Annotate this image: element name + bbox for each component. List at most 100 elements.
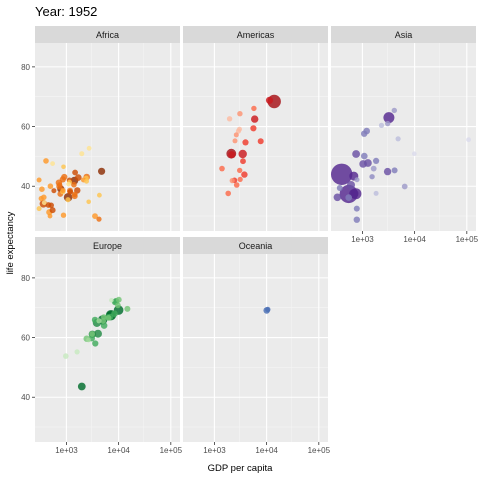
data-point [43, 158, 49, 164]
data-point [336, 185, 343, 191]
strip-label: Europe [93, 241, 122, 251]
data-point [60, 212, 67, 218]
data-point [395, 136, 401, 142]
data-point [86, 337, 91, 343]
data-point [97, 192, 102, 198]
data-point [74, 349, 80, 355]
data-point [226, 116, 233, 122]
data-point [265, 96, 274, 104]
x-axis-title: GDP per capita [208, 463, 273, 474]
data-point [36, 177, 42, 183]
facet-panel-oceania: Oceania 1e+03 1e+04 1e+05 [183, 237, 331, 455]
data-point [361, 152, 368, 160]
data-point [265, 306, 271, 313]
data-point [77, 382, 86, 391]
data-point [232, 138, 238, 144]
data-point [79, 151, 85, 157]
data-point [36, 206, 42, 212]
data-point [67, 189, 73, 195]
data-point [92, 340, 99, 347]
data-point [352, 150, 360, 158]
data-point [38, 195, 44, 202]
data-point [94, 329, 102, 338]
facet-panel-asia: Asia 1e+03 1e+04 1e+05 [331, 26, 479, 244]
y-tick-label: 60 [21, 334, 30, 343]
data-point [240, 158, 246, 165]
data-point [86, 199, 91, 205]
y-tick-label: 40 [21, 393, 30, 402]
data-point [63, 353, 69, 359]
data-point [251, 115, 259, 123]
data-point [353, 205, 360, 212]
facet-panel-africa: Africa 40 60 80 [21, 26, 180, 231]
x-tick-label: 1e+03 [351, 235, 374, 244]
x-tick-label: 1e+05 [308, 446, 331, 455]
data-point [115, 302, 121, 309]
data-point [72, 169, 78, 176]
strip-label: Oceania [239, 241, 273, 251]
data-point [72, 191, 78, 198]
data-point [89, 331, 96, 337]
data-point [238, 149, 247, 159]
data-point [57, 182, 63, 188]
data-point [100, 322, 108, 329]
data-point [383, 112, 395, 124]
data-point [96, 216, 102, 222]
y-axis-title: life expectancy [5, 211, 16, 274]
data-point [401, 183, 408, 190]
y-tick-label: 40 [21, 182, 30, 191]
data-point [242, 139, 249, 146]
facet-panel-europe: Europe 40 60 80 1e+03 1e+04 1e+05 [21, 237, 183, 455]
data-point [354, 177, 360, 183]
data-point [124, 305, 131, 312]
data-point [61, 164, 66, 170]
data-point [333, 193, 342, 202]
data-point [71, 181, 77, 188]
y-tick-label: 80 [21, 274, 30, 283]
data-point [233, 182, 240, 188]
data-point [331, 163, 353, 185]
data-point [241, 171, 248, 178]
strip-label: Asia [395, 30, 413, 40]
x-tick-label: 1e+05 [160, 446, 183, 455]
data-point [391, 167, 398, 174]
data-point [369, 174, 375, 180]
data-point [370, 165, 377, 172]
data-point [48, 202, 54, 209]
data-point [65, 197, 71, 203]
data-point [98, 167, 106, 175]
x-tick-label: 1e+03 [55, 446, 78, 455]
data-point [466, 137, 471, 143]
data-point [383, 167, 392, 176]
x-tick-label: 1e+05 [456, 235, 479, 244]
data-point [250, 125, 257, 132]
data-point [225, 190, 231, 197]
data-point [101, 314, 107, 320]
data-point [105, 315, 112, 321]
data-point [219, 165, 225, 172]
data-point [47, 213, 53, 219]
data-point [50, 161, 55, 167]
data-point [84, 178, 89, 184]
data-point [237, 111, 243, 117]
data-point [347, 181, 355, 189]
data-point [47, 183, 54, 189]
data-point [66, 181, 71, 187]
strip-background [35, 26, 180, 43]
facet-panel-americas: Americas [183, 26, 328, 231]
strip-label: Africa [96, 30, 119, 40]
x-tick-label: 1e+03 [203, 446, 226, 455]
data-point [92, 213, 98, 220]
panel-background [183, 254, 328, 442]
x-tick-label: 1e+04 [255, 446, 278, 455]
data-point [49, 207, 56, 214]
strip-background [331, 26, 476, 43]
facet-panels: Africa 40 60 80 Americas Asia 1e+03 1e+04 1e+05 E… [21, 26, 479, 455]
data-point [233, 132, 239, 138]
data-point [373, 190, 379, 196]
data-point [228, 151, 236, 159]
data-point [412, 151, 417, 156]
data-point [229, 178, 235, 184]
data-point [251, 105, 257, 112]
strip-background [183, 237, 328, 254]
